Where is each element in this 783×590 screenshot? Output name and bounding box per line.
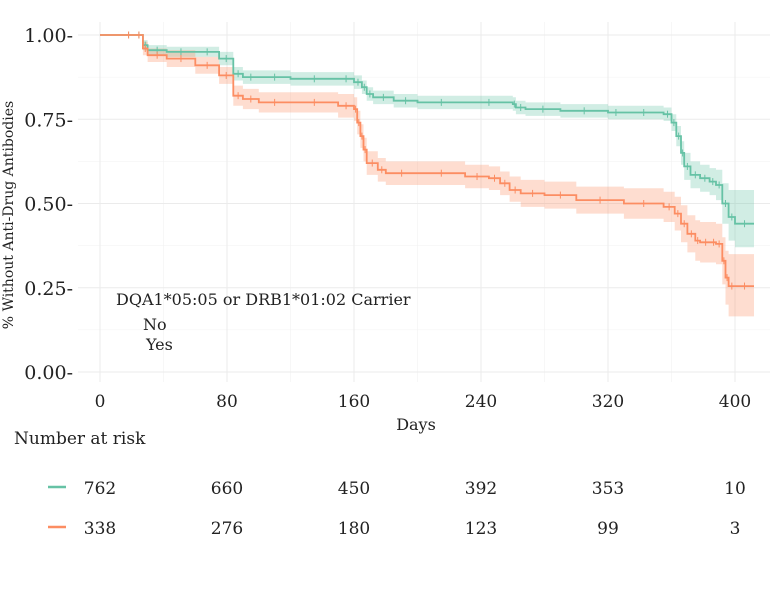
risk-count: 338 [84, 519, 116, 539]
y-tick-label: 0.75- [24, 109, 73, 131]
risk-count: 10 [724, 479, 746, 499]
x-tick-label: 400 [719, 392, 751, 412]
risk-count: 180 [338, 519, 370, 539]
risk-count: 353 [592, 479, 624, 499]
risk-count: 660 [211, 479, 243, 499]
plot-background [78, 22, 770, 382]
ci-band-yes [100, 35, 754, 317]
risk-count: 99 [597, 519, 619, 539]
risk-count: 450 [338, 479, 370, 499]
risk-count: 762 [84, 479, 116, 499]
legend-title: DQA1*05:05 or DRB1*01:02 Carrier [116, 290, 411, 309]
plot-panel [78, 22, 770, 382]
risk-count: 123 [465, 519, 497, 539]
y-tick-label: 1.00- [24, 25, 73, 47]
risk-table-title: Number at risk [14, 429, 146, 449]
y-axis: 0.00- 0.25- 0.50- 0.75- 1.00- [24, 25, 73, 384]
risk-count: 3 [730, 519, 741, 539]
risk-count: 392 [465, 479, 497, 499]
y-tick-label: 0.25- [24, 278, 73, 300]
x-tick-label: 80 [216, 392, 238, 412]
legend-entry-no: No [143, 315, 167, 334]
y-tick-label: 0.00- [24, 362, 73, 384]
risk-table: 762 660 450 392 353 10 338 276 180 123 99 3 [48, 479, 746, 539]
x-axis: 0 80 160 240 320 400 [95, 392, 752, 412]
x-tick-label: 320 [592, 392, 624, 412]
y-tick-label: 0.50- [24, 194, 73, 216]
risk-count: 276 [211, 519, 243, 539]
x-tick-label: 240 [465, 392, 497, 412]
x-tick-label: 0 [95, 392, 106, 412]
legend-entry-yes: Yes [145, 335, 173, 354]
x-axis-label: Days [396, 415, 436, 434]
km-line-no [100, 34, 754, 225]
y-axis-label: % Without Anti-Drug Antibodies [1, 101, 17, 329]
x-tick-label: 160 [338, 392, 370, 412]
